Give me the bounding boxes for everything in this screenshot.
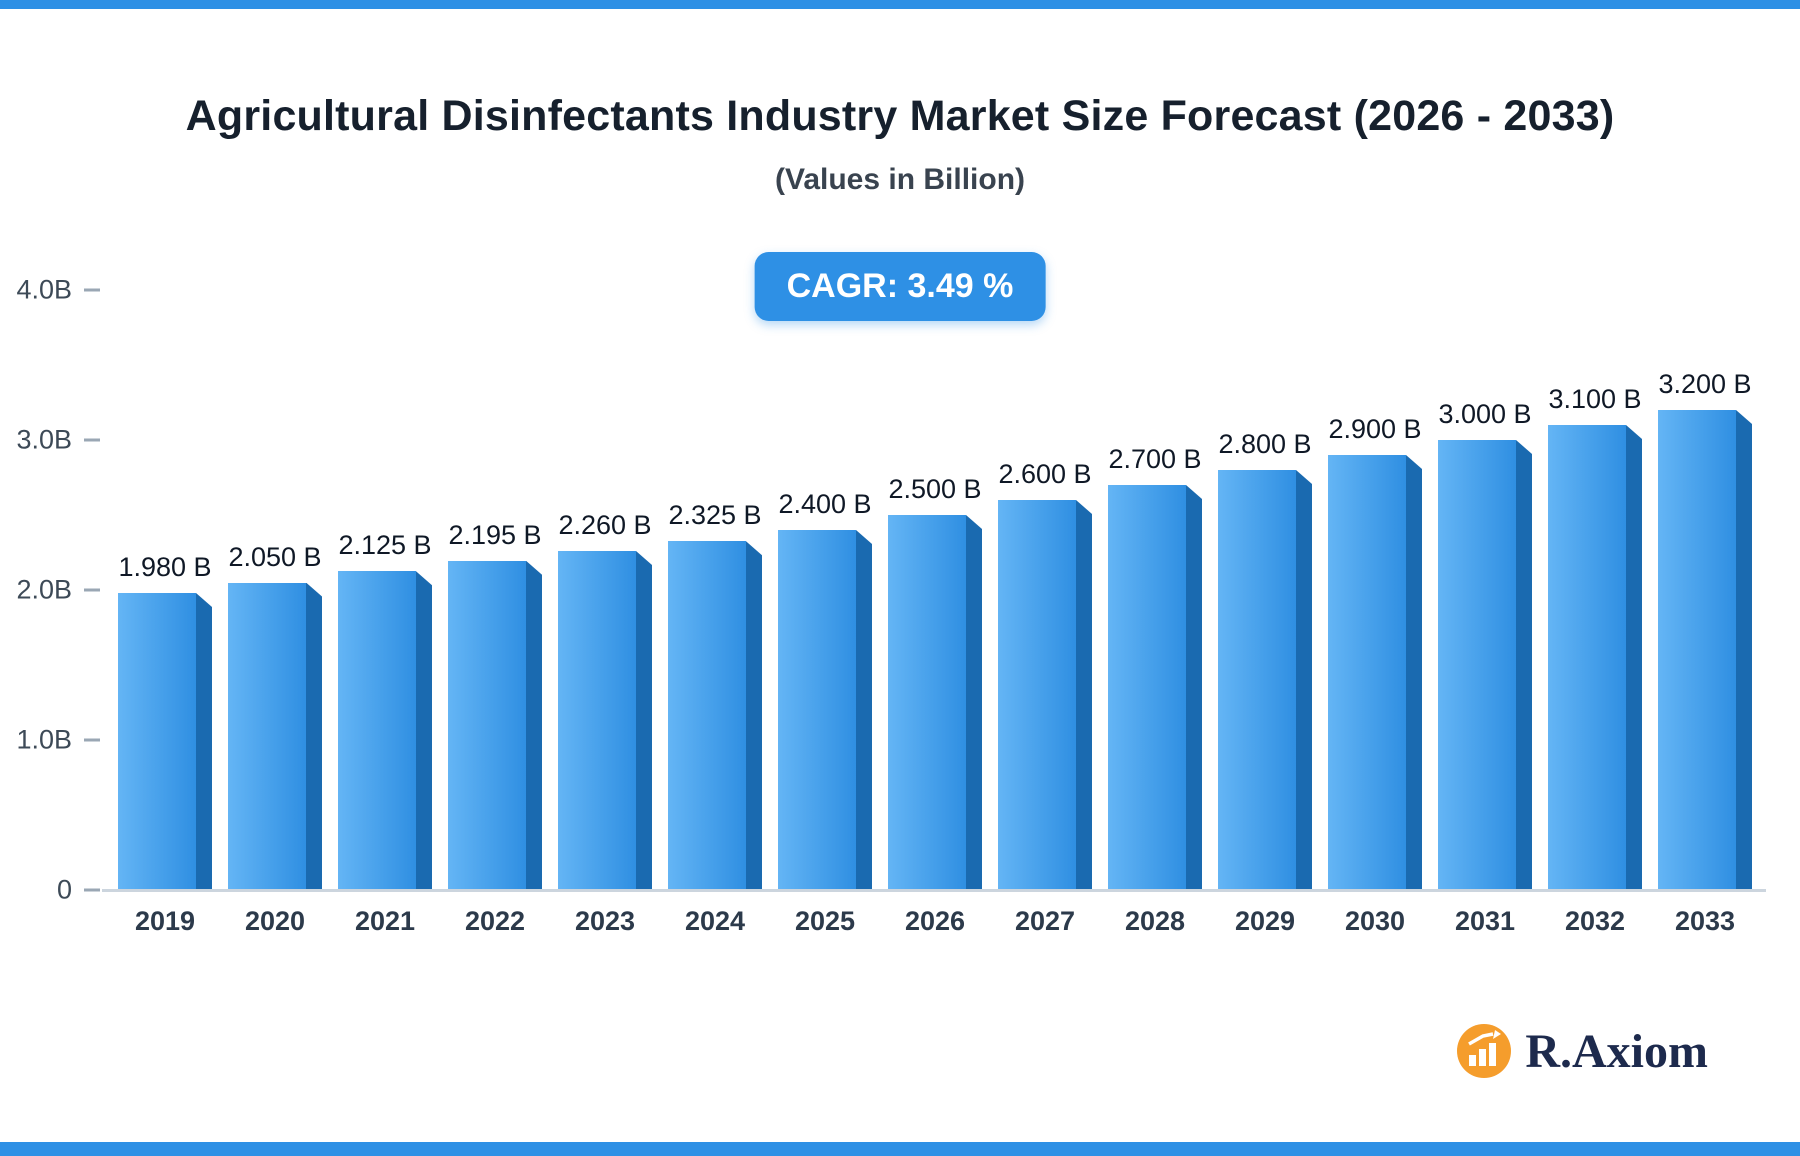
x-axis-line bbox=[102, 889, 1766, 892]
bar-side-face bbox=[746, 541, 762, 890]
bottom-accent-strip bbox=[0, 1142, 1800, 1156]
bar-front-face bbox=[1438, 440, 1516, 890]
x-axis-label-2028: 2028 bbox=[1124, 906, 1186, 936]
x-axis-label-2021: 2021 bbox=[354, 906, 416, 936]
x-axis-label-2025: 2025 bbox=[794, 906, 856, 936]
bar-front-face bbox=[558, 551, 636, 890]
y-tick-1.0B: 1.0B bbox=[0, 725, 100, 756]
y-tick-label: 1.0B bbox=[16, 724, 72, 755]
bar-front-face bbox=[668, 541, 746, 890]
bar-side-face bbox=[1406, 455, 1422, 890]
bar-value-label: 3.000 B bbox=[1438, 399, 1532, 429]
raxiom-logo-icon bbox=[1457, 1024, 1512, 1078]
bar-value-label: 2.195 B bbox=[448, 519, 542, 550]
x-axis-label-2027: 2027 bbox=[1014, 906, 1076, 936]
top-accent-strip bbox=[0, 0, 1800, 9]
bar-value-label: 2.125 B bbox=[338, 530, 432, 561]
y-tick-label: 0 bbox=[56, 874, 72, 905]
bar-side-face bbox=[1736, 410, 1752, 890]
y-tick-mark bbox=[84, 588, 100, 592]
bar-side-face bbox=[636, 551, 652, 890]
bar-value-label: 2.400 B bbox=[778, 489, 872, 519]
bar-value-label: 2.600 B bbox=[998, 459, 1092, 489]
bar-front-face bbox=[778, 530, 856, 890]
y-tick-2.0B: 2.0B bbox=[0, 575, 100, 606]
bar-side-face bbox=[526, 560, 542, 890]
bar-front-face bbox=[1658, 410, 1736, 890]
y-tick-label: 2.0B bbox=[16, 574, 72, 605]
bar-value-label: 2.700 B bbox=[1108, 444, 1202, 474]
x-axis-label-2024: 2024 bbox=[684, 906, 746, 936]
bar-front-face bbox=[1218, 470, 1296, 890]
bars-container: 1.980 B 2.050 B 2.125 B 2.195 B 2.260 B 2.325… bbox=[110, 290, 1760, 890]
brand-name: R.Axiom bbox=[1525, 1024, 1708, 1078]
x-axis-label-2029: 2029 bbox=[1234, 906, 1296, 936]
plot-area: 4.0B 3.0B 2.0B 1.0B 0 1.980 B 2.050 B 2.125 B 2… bbox=[16, 275, 1766, 936]
bar-value-label: 3.100 B bbox=[1548, 384, 1642, 414]
y-tick-0: 0 bbox=[0, 875, 100, 906]
bar-value-label: 3.200 B bbox=[1658, 369, 1752, 399]
bar-front-face bbox=[1328, 455, 1406, 890]
bar-value-label: 2.050 B bbox=[228, 541, 322, 572]
x-axis-label-2026: 2026 bbox=[904, 906, 966, 936]
y-tick-mark bbox=[84, 888, 100, 892]
y-tick-3.0B: 3.0B bbox=[0, 425, 100, 456]
y-tick-label: 3.0B bbox=[16, 424, 72, 455]
y-tick-mark bbox=[84, 288, 100, 292]
y-tick-label: 4.0B bbox=[16, 274, 72, 305]
bar-front-face bbox=[338, 571, 416, 890]
bar-front-face bbox=[1108, 485, 1186, 890]
x-axis-label-2023: 2023 bbox=[574, 906, 636, 936]
bar-side-face bbox=[196, 593, 212, 890]
bar-value-label: 2.800 B bbox=[1218, 429, 1312, 459]
chart-subtitle: (Values in Billion) bbox=[774, 163, 1026, 196]
bar-side-face bbox=[856, 530, 872, 890]
x-axis-label-2019: 2019 bbox=[134, 906, 196, 936]
bar-front-face bbox=[118, 593, 196, 890]
bar-side-face bbox=[306, 582, 322, 890]
bar-side-face bbox=[416, 571, 432, 890]
bar-front-face bbox=[228, 582, 306, 890]
bar-front-face bbox=[998, 500, 1076, 890]
x-axis-label-2022: 2022 bbox=[464, 906, 526, 936]
x-axis-label-2031: 2031 bbox=[1454, 906, 1516, 936]
bar-value-label: 2.325 B bbox=[668, 500, 762, 531]
bar-side-face bbox=[1186, 485, 1202, 890]
chart-title: Agricultural Disinfectants Industry Mark… bbox=[185, 92, 1615, 140]
bar-side-face bbox=[1516, 440, 1532, 890]
y-tick-4.0B: 4.0B bbox=[0, 275, 100, 306]
bar-side-face bbox=[1076, 500, 1092, 890]
bar-front-face bbox=[888, 515, 966, 890]
bar-value-label: 1.980 B bbox=[118, 552, 212, 582]
bar-value-label: 2.260 B bbox=[558, 510, 652, 540]
y-tick-mark bbox=[84, 438, 100, 442]
brand-logo: R.Axiom bbox=[1455, 1022, 1708, 1080]
bar-value-label: 2.900 B bbox=[1328, 414, 1422, 444]
x-axis-label-2032: 2032 bbox=[1564, 906, 1626, 936]
x-axis-label-2033: 2033 bbox=[1674, 906, 1736, 936]
x-axis-label-2030: 2030 bbox=[1344, 906, 1406, 936]
bar-front-face bbox=[1548, 425, 1626, 890]
cagr-badge: CAGR: 3.49 % bbox=[754, 252, 1046, 321]
bar-side-face bbox=[966, 515, 982, 890]
bar-value-label: 2.500 B bbox=[888, 474, 982, 504]
bar-side-face bbox=[1296, 470, 1312, 890]
bar-front-face bbox=[448, 560, 526, 890]
bar-side-face bbox=[1626, 425, 1642, 890]
y-tick-mark bbox=[84, 738, 100, 742]
x-axis-label-2020: 2020 bbox=[244, 906, 306, 936]
